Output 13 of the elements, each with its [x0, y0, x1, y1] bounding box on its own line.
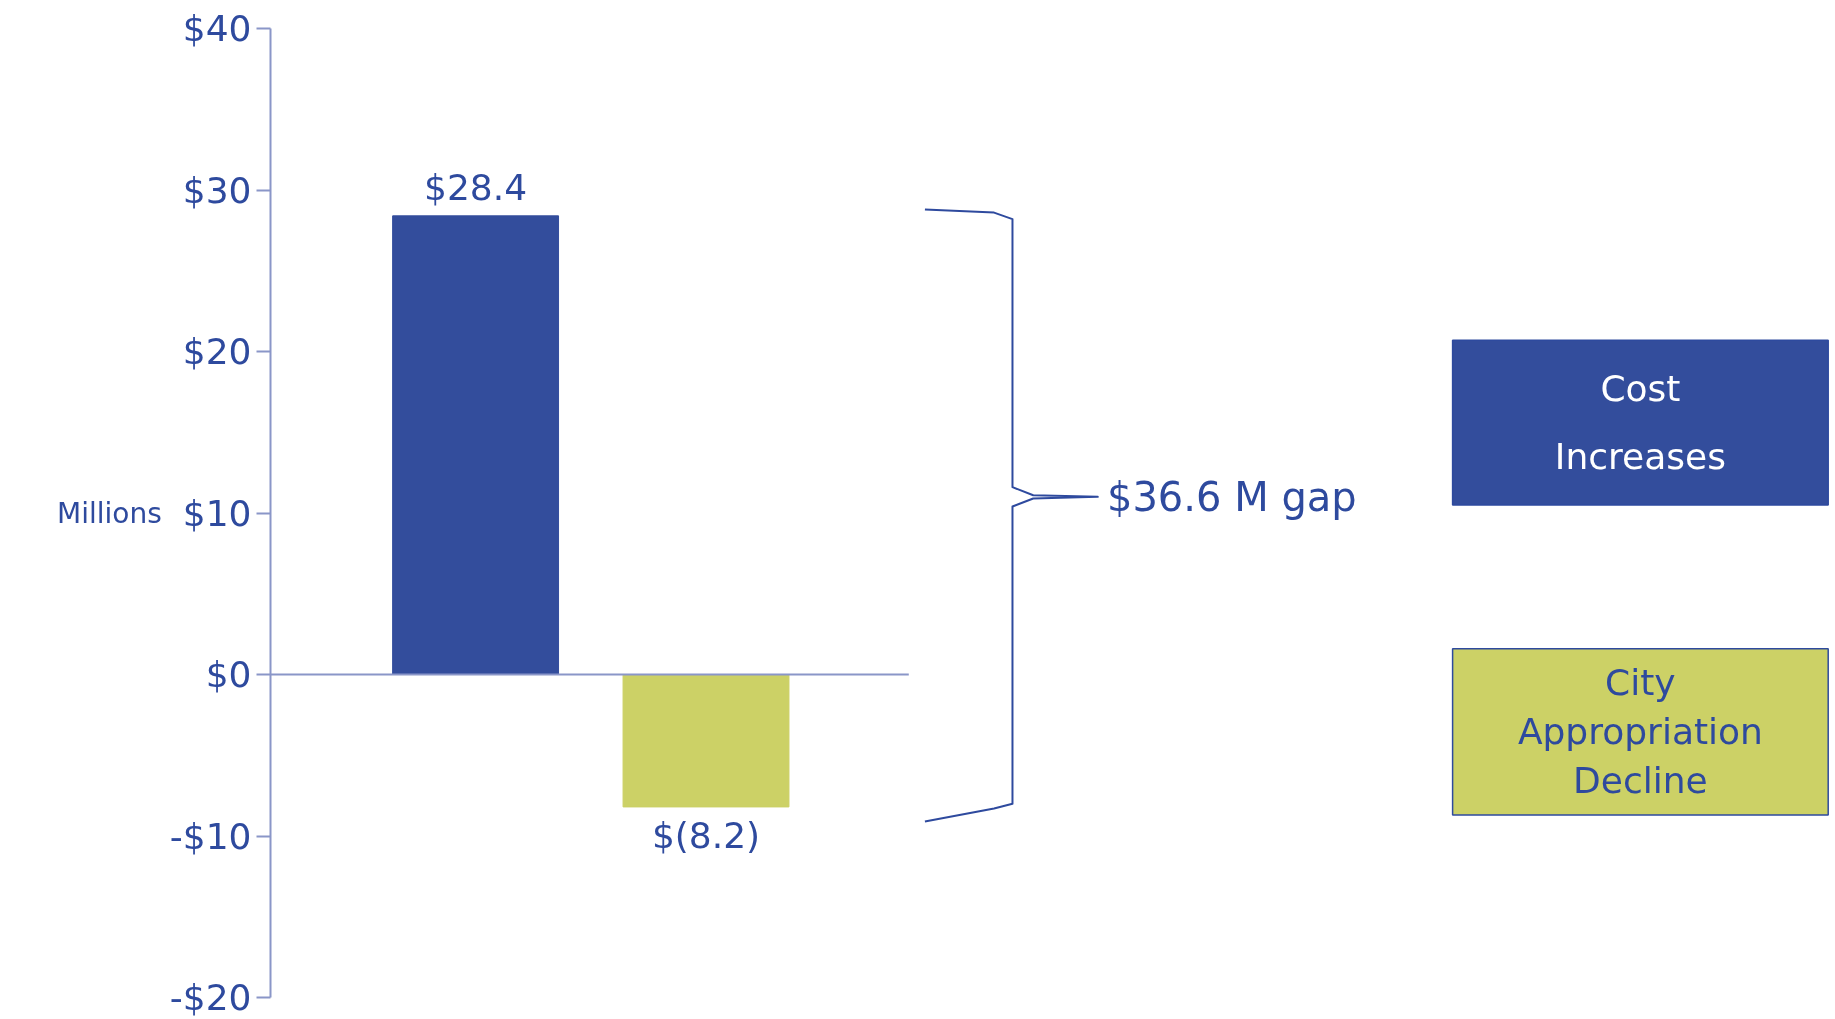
- data-label: $28.4: [424, 166, 528, 208]
- y-tick-label: $10: [182, 492, 252, 534]
- text: Cost Increases: [1554, 367, 1726, 478]
- y-tick-label: $30: [182, 169, 252, 211]
- y-tick-label: $20: [182, 331, 252, 372]
- text: $36.6 M gap: [1106, 473, 1357, 520]
- y-tick-label: $40: [182, 8, 252, 49]
- text: City Appropriation Decline: [1517, 662, 1763, 802]
- data-label: $(8.2): [651, 814, 761, 856]
- y-tick-label: -$20: [169, 977, 252, 1018]
- y-axis-title: Millions: [57, 496, 162, 530]
- y-tick-label: $0: [205, 654, 252, 695]
- y-tick-label: -$10: [169, 815, 252, 857]
